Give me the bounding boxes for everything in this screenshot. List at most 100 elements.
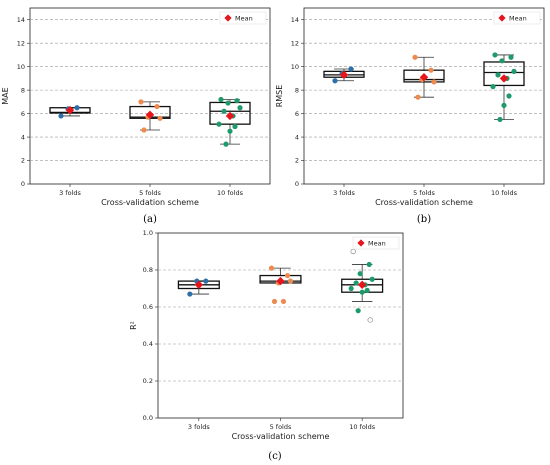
- data-point: [280, 298, 287, 305]
- data-point: [216, 121, 222, 127]
- y-tick-label: 4: [21, 133, 25, 141]
- x-tick-label: 5 folds: [413, 189, 435, 197]
- y-tick-label: 0.6: [143, 303, 153, 311]
- data-point: [348, 66, 354, 72]
- legend-label: Mean: [368, 239, 386, 247]
- mean-marker: [419, 73, 429, 82]
- data-point: [187, 291, 193, 297]
- data-point: [359, 289, 365, 295]
- data-point: [506, 93, 512, 99]
- y-tick-label: 6: [21, 110, 25, 118]
- data-point: [268, 265, 275, 271]
- y-tick-label: 2: [295, 157, 299, 165]
- y-tick-label: 0.4: [143, 340, 153, 348]
- mean-marker: [225, 111, 235, 121]
- data-point: [350, 248, 356, 255]
- y-tick-label: 2: [21, 157, 25, 165]
- data-point: [157, 115, 163, 121]
- mean-marker: [65, 105, 75, 115]
- y-axis-label: R²: [129, 321, 138, 330]
- legend-box: [219, 11, 267, 25]
- legend-mean-marker: [224, 14, 232, 22]
- y-tick-label: 8: [21, 86, 25, 94]
- data-point: [366, 261, 372, 268]
- x-tick-label: 10 folds: [349, 423, 376, 431]
- data-point: [508, 54, 514, 60]
- mean-marker: [499, 74, 509, 83]
- caption-b: (b): [417, 214, 431, 225]
- data-point: [499, 58, 505, 64]
- y-tick-label: 0: [21, 180, 25, 188]
- data-point: [511, 68, 517, 74]
- y-tick-label: 12: [291, 39, 299, 47]
- mean-marker: [339, 70, 349, 80]
- legend-label: Mean: [509, 14, 527, 22]
- data-point: [154, 103, 160, 110]
- data-point: [501, 102, 507, 108]
- data-point: [232, 123, 238, 130]
- data-point: [490, 84, 496, 90]
- y-tick-label: 4: [295, 133, 299, 141]
- mean-marker: [276, 276, 285, 286]
- y-tick-label: 14: [291, 16, 299, 24]
- data-point: [431, 79, 437, 85]
- data-point: [284, 272, 291, 279]
- data-point: [237, 105, 243, 111]
- x-tick-label: 10 folds: [491, 189, 518, 197]
- x-tick-label: 5 folds: [139, 189, 161, 197]
- legend-mean-marker: [357, 239, 365, 247]
- plot-area: [157, 232, 404, 419]
- y-tick-label: 0.2: [143, 377, 153, 385]
- data-point: [364, 287, 370, 293]
- data-point: [203, 278, 209, 284]
- data-point: [234, 98, 240, 104]
- data-point: [138, 99, 144, 105]
- y-tick-label: 10: [17, 63, 25, 71]
- data-point: [369, 276, 375, 282]
- panel-b: 0 2 4 6 8 10 12 14 3 folds 5 folds 10 folds Cross-v…: [275, 7, 545, 207]
- y-axis-label: MAE: [1, 87, 10, 104]
- mean-marker: [357, 280, 367, 289]
- data-point: [227, 128, 233, 134]
- x-tick-label: 5 folds: [270, 423, 292, 431]
- y-tick-label: 10: [291, 63, 299, 71]
- data-point: [367, 317, 373, 323]
- caption-a: (a): [143, 214, 157, 225]
- panel-c: 0.0 0.2 0.4 0.6 0.8 1.0 3 folds 5 folds 10 folds…: [129, 229, 404, 441]
- data-point: [357, 271, 363, 277]
- data-point: [332, 78, 338, 84]
- mean-marker: [194, 280, 204, 289]
- legend-box: [352, 236, 400, 250]
- data-point: [225, 100, 231, 106]
- data-point: [218, 96, 224, 103]
- panel-a: 0 2 4 6 8 10 12 14 3 folds 5 folds 10 folds Cross-v…: [1, 7, 271, 207]
- legend-label: Mean: [235, 14, 253, 22]
- y-tick-label: 14: [17, 16, 25, 24]
- caption-c: (c): [268, 451, 282, 462]
- data-point: [287, 278, 294, 284]
- data-point: [221, 108, 227, 114]
- y-tick-label: 0.0: [143, 414, 153, 422]
- data-point: [74, 105, 80, 111]
- data-point: [495, 72, 501, 78]
- data-point: [415, 94, 421, 100]
- x-tick-label: 3 folds: [59, 189, 81, 197]
- data-point: [355, 308, 361, 314]
- y-axis-label: RMSE: [275, 85, 284, 108]
- mean-marker: [145, 110, 155, 119]
- y-tick-label: 6: [295, 110, 299, 118]
- y-tick-label: 12: [17, 39, 25, 47]
- data-point: [353, 280, 359, 286]
- plot-area: [29, 7, 271, 185]
- data-point: [58, 113, 64, 119]
- data-point: [271, 298, 278, 305]
- x-axis-label: Cross-validation scheme: [232, 432, 330, 441]
- box-iqr: [403, 69, 445, 83]
- data-point: [412, 54, 418, 60]
- x-axis-label: Cross-validation scheme: [101, 198, 199, 207]
- x-tick-label: 3 folds: [333, 189, 355, 197]
- data-point: [497, 116, 503, 123]
- y-tick-label: 0.8: [143, 266, 153, 274]
- y-tick-label: 1.0: [143, 229, 153, 237]
